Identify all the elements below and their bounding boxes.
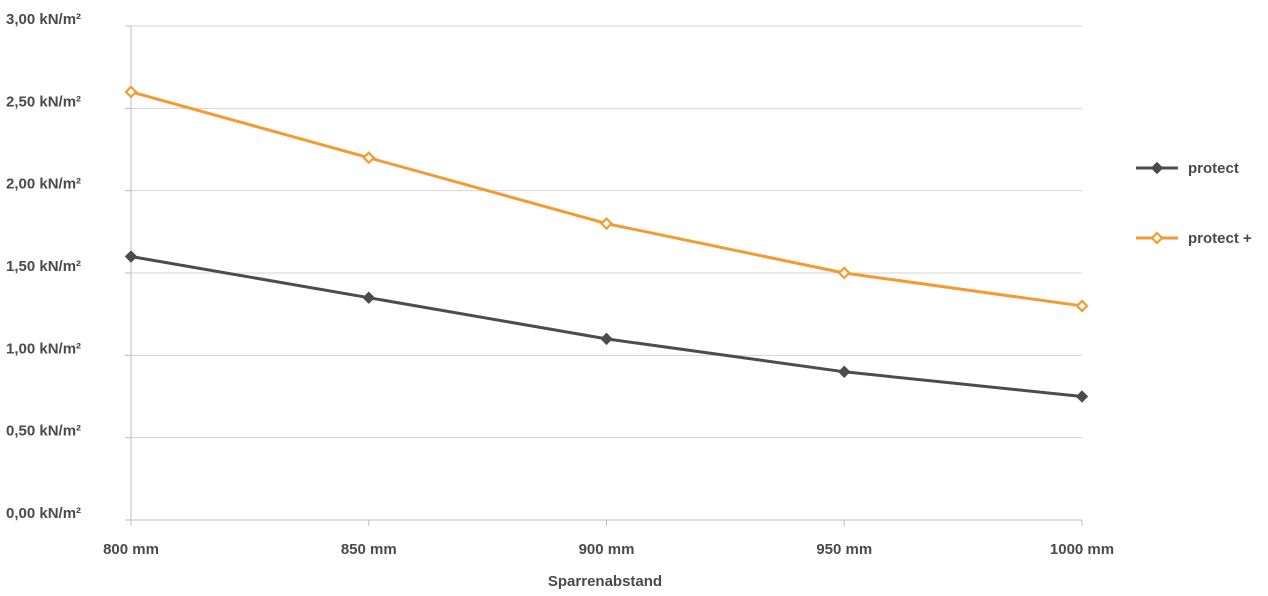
- y-tick-label: 1,00 kN/m²: [6, 340, 81, 357]
- x-tick-label: 900 mm: [579, 541, 635, 558]
- x-tick-label: 1000 mm: [1050, 541, 1114, 558]
- series-line: [130, 90, 1083, 308]
- y-tick-label: 3,00 kN/m²: [6, 11, 81, 28]
- y-tick-label: 0,50 kN/m²: [6, 423, 81, 440]
- y-tick-label: 1,50 kN/m²: [6, 258, 81, 275]
- x-tick-label: 800 mm: [103, 541, 159, 558]
- data-point: [362, 291, 375, 304]
- legend: protect protect +: [1136, 160, 1252, 247]
- y-tick-label: 0,00 kN/m²: [6, 505, 81, 522]
- data-point: [837, 266, 851, 280]
- legend-item: protect +: [1136, 230, 1252, 247]
- x-tick-labels: 800 mm 850 mm 900 mm 950 mm 1000 mm: [103, 541, 1114, 558]
- data-point: [599, 217, 614, 231]
- legend-item: protect: [1136, 160, 1239, 177]
- legend-marker: [1150, 161, 1164, 175]
- axes: [125, 25, 1083, 526]
- data-point: [1075, 299, 1089, 313]
- x-tick-label: 850 mm: [341, 541, 397, 558]
- legend-marker: [1150, 231, 1164, 245]
- series-0: [124, 250, 1089, 403]
- grid-lines: [131, 25, 1082, 439]
- data-point: [362, 151, 376, 165]
- x-tick-label: 950 mm: [816, 541, 872, 558]
- series-1: [124, 85, 1089, 313]
- data-point: [600, 332, 613, 346]
- series: [124, 85, 1089, 403]
- legend-label: protect +: [1188, 230, 1252, 247]
- x-axis-title: Sparrenabstand: [548, 573, 662, 590]
- y-tick-labels: 0,00 kN/m² 0,50 kN/m² 1,00 kN/m² 1,50 kN/m²…: [6, 11, 81, 522]
- y-tick-label: 2,00 kN/m²: [6, 176, 81, 193]
- series-line: [130, 255, 1083, 398]
- data-point: [124, 85, 138, 99]
- legend-label: protect: [1188, 160, 1239, 177]
- data-point: [1075, 390, 1089, 403]
- data-point: [124, 250, 138, 263]
- data-point: [838, 365, 851, 379]
- y-tick-label: 2,50 kN/m²: [6, 93, 81, 110]
